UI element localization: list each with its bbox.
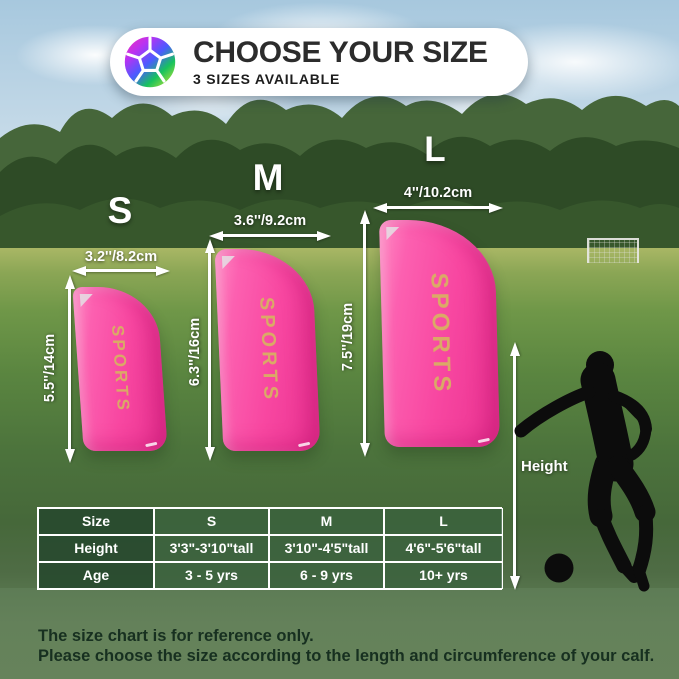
banner-title: CHOOSE YOUR SIZE <box>193 35 488 69</box>
size-banner: CHOOSE YOUR SIZE 3 SIZES AVAILABLE <box>110 28 528 96</box>
table-cell-height-m: 3'10"-4'5"tall <box>269 535 384 562</box>
banner-subtitle: 3 SIZES AVAILABLE <box>193 70 341 87</box>
guard-corner-notch <box>221 256 236 269</box>
width-arrow-l <box>386 206 490 209</box>
table-cell-height-l: 4'6"-5'6"tall <box>384 535 503 562</box>
player-silhouette <box>514 351 656 592</box>
height-label-m: 6.3''/16cm <box>187 317 203 387</box>
width-label-l: 4''/10.2cm <box>403 185 473 201</box>
width-arrow-m <box>222 234 318 237</box>
table-cell-age-m: 6 - 9 yrs <box>269 562 384 589</box>
treeline <box>0 94 679 262</box>
table-header-l: L <box>384 508 503 535</box>
table-cell-age-l: 10+ yrs <box>384 562 503 589</box>
height-arrow-l <box>363 223 366 444</box>
width-arrow-s <box>85 269 157 272</box>
height-arrow-m <box>208 252 211 448</box>
guard-brand-text: SPORTS <box>107 325 134 413</box>
height-arrow-s <box>68 288 71 450</box>
table-header-s: S <box>154 508 269 535</box>
table-cell-age-s: 3 - 5 yrs <box>154 562 269 589</box>
size-chart-table: Size S M L Height 3'3"-3'10"tall 3'10"-4… <box>37 507 503 590</box>
player-height-label: Height <box>521 458 568 475</box>
table-cell-height-s: 3'3"-3'10"tall <box>154 535 269 562</box>
guard-vent <box>145 441 158 448</box>
footnote: The size chart is for reference only. Pl… <box>38 626 654 666</box>
guard-vent <box>297 441 311 448</box>
height-label-s: 5.5''/14cm <box>42 333 58 403</box>
height-label-l: 7.5''/19cm <box>340 302 356 372</box>
shin-guard-l: SPORTS <box>379 220 500 447</box>
soccer-goal <box>587 238 639 263</box>
guard-corner-notch <box>79 294 94 307</box>
guard-brand-text: SPORTS <box>254 296 282 404</box>
guard-brand-text: SPORTS <box>424 272 456 395</box>
footnote-line-1: The size chart is for reference only. <box>38 627 314 645</box>
footnote-line-2: Please choose the size according to the … <box>38 647 655 665</box>
width-label-m: 3.6''/9.2cm <box>233 213 307 229</box>
table-header-m: M <box>269 508 384 535</box>
footer-strip <box>0 588 679 679</box>
soccer-ball-icon <box>123 35 177 89</box>
size-letter-m: M <box>252 157 284 198</box>
size-letter-s: S <box>107 190 133 231</box>
kicked-ball <box>544 553 574 583</box>
width-label-s: 3.2''/8.2cm <box>84 249 158 265</box>
size-letter-l: L <box>424 130 446 169</box>
table-row-age-label: Age <box>38 562 154 589</box>
table-header-size: Size <box>38 508 154 535</box>
table-row-height-label: Height <box>38 535 154 562</box>
guard-corner-notch <box>386 227 400 240</box>
player-height-arrow <box>513 355 516 577</box>
guard-vent <box>477 437 490 444</box>
